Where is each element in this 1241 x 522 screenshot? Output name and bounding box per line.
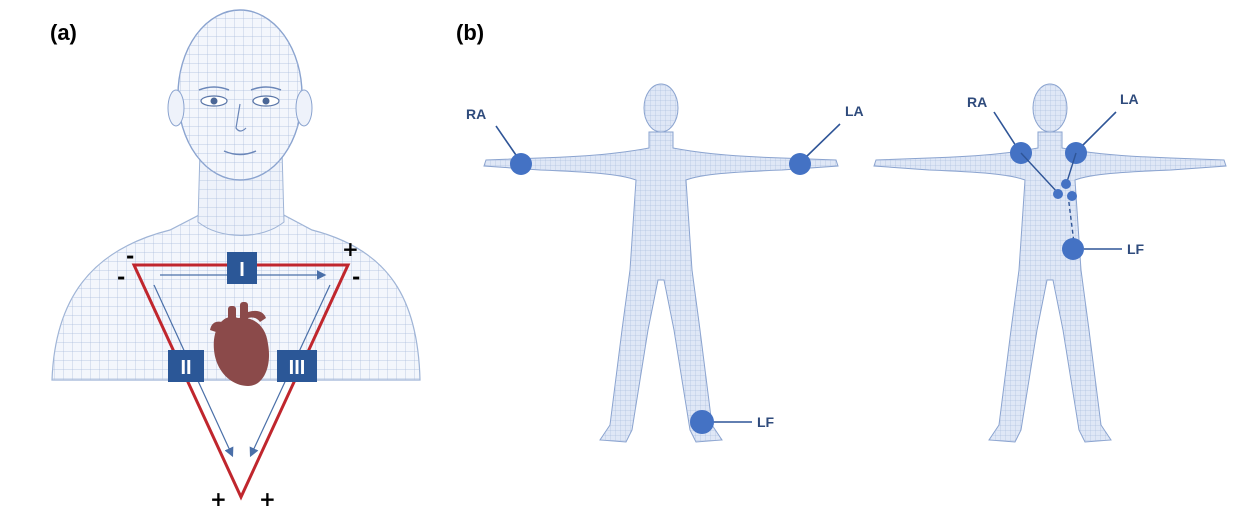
electrode-la-label: LA [1120,91,1139,107]
body-figure-right [873,83,1227,443]
polarity-sign: + [210,487,227,511]
lead-ii-label: II [180,357,191,379]
lead-ii-box: II [168,350,204,382]
electrode-ra-label: RA [466,106,486,122]
electrode-ra-label: RA [967,94,987,110]
panel-a-label: (a) [50,20,77,45]
electrode-la-label: LA [845,103,864,119]
polarity-sign: - [126,244,134,268]
lead-i-label: I [239,259,245,281]
polarity-sign: + [342,237,359,261]
heart-icon [210,302,270,386]
lead-iii-label: III [289,357,306,379]
body-figure-left [483,83,839,443]
electrode-ra-left [495,125,532,175]
electrode-lf-label: LF [757,414,775,430]
lead-i-box: I [227,252,257,284]
polarity-sign: + [259,487,276,511]
chest-lead-connections [1020,152,1077,244]
torso-mesh-figure [51,9,421,381]
polarity-sign: - [352,265,360,289]
polarity-sign: - [117,265,125,289]
panel-b-label: (b) [456,20,484,45]
electrode-lf-label: LF [1127,241,1145,257]
electrode-la-left [789,123,841,175]
electrode-lf-right [1062,238,1122,260]
lead-iii-box: III [277,350,317,382]
electrode-lf-left [690,410,752,434]
